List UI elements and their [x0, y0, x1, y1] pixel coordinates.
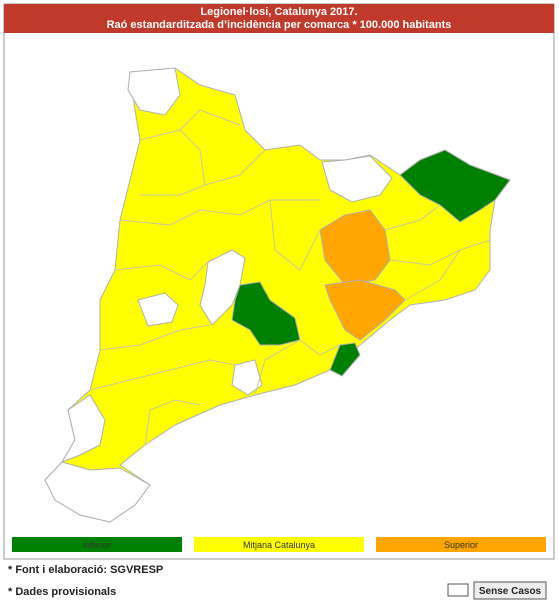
no-cases-label: Sense Casos [479, 586, 542, 597]
comarca-border [119, 199, 320, 226]
legend-swatch [376, 537, 546, 552]
comarca-region [137, 292, 179, 327]
no-cases-swatch [447, 583, 469, 597]
comarca-border [299, 339, 341, 356]
map [44, 67, 511, 523]
comarca-region [324, 279, 406, 341]
comarca-border [269, 199, 321, 271]
comarca-region [329, 342, 361, 377]
comarca-region [60, 394, 106, 463]
comarca-region [231, 281, 301, 346]
comarca-region [231, 359, 263, 396]
comarca-border [139, 129, 206, 196]
header-band [4, 4, 554, 33]
comarca-border [389, 239, 491, 266]
comarca-region [199, 249, 246, 326]
note: * Font i elaboració: SGVRESP [8, 564, 163, 576]
map-title: Legionel·losi, Catalunya 2017. [200, 6, 357, 18]
legend-label: Mitjana Catalunya [243, 540, 315, 550]
legend-swatch [194, 537, 364, 552]
comarca-border [204, 149, 266, 186]
comarca-region [321, 155, 393, 203]
comarca-border [179, 109, 241, 131]
comarca-border [144, 399, 201, 446]
comarca-border [404, 249, 461, 301]
comarca-border [114, 261, 209, 281]
map-subtitle: Raó estandarditzada d’incidència per com… [107, 19, 452, 31]
note: * Dades provisionals [8, 586, 116, 598]
comarca-border [99, 324, 211, 351]
legend-label: Inferior [83, 540, 111, 550]
comarca-border [254, 339, 301, 396]
comarca-region [44, 461, 151, 523]
no-cases-box [473, 581, 547, 600]
comarca-region [399, 149, 511, 223]
comarca-border [384, 204, 441, 231]
legend: Inferior Mitjana Catalunya Superior [12, 537, 546, 552]
legend-label: Superior [444, 540, 478, 550]
legend-swatch [12, 537, 182, 552]
comarca-region [127, 67, 181, 116]
comarca-border [89, 359, 236, 391]
